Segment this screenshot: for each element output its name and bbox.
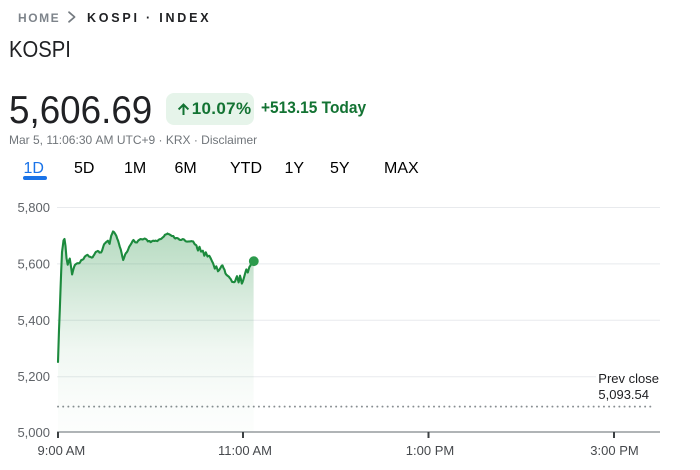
svg-text:9:00 AM: 9:00 AM	[38, 443, 86, 458]
svg-text:1:00 PM: 1:00 PM	[406, 443, 454, 458]
svg-text:3:00 PM: 3:00 PM	[590, 443, 638, 458]
svg-text:5,200: 5,200	[17, 369, 50, 384]
svg-text:5,800: 5,800	[17, 200, 50, 215]
svg-text:5,093.54: 5,093.54	[598, 387, 649, 402]
svg-text:11:00 AM: 11:00 AM	[218, 443, 272, 458]
svg-text:5,400: 5,400	[17, 313, 50, 328]
svg-text:5,000: 5,000	[17, 425, 50, 440]
svg-text:5,600: 5,600	[17, 256, 50, 271]
svg-text:Prev close: Prev close	[598, 371, 659, 386]
